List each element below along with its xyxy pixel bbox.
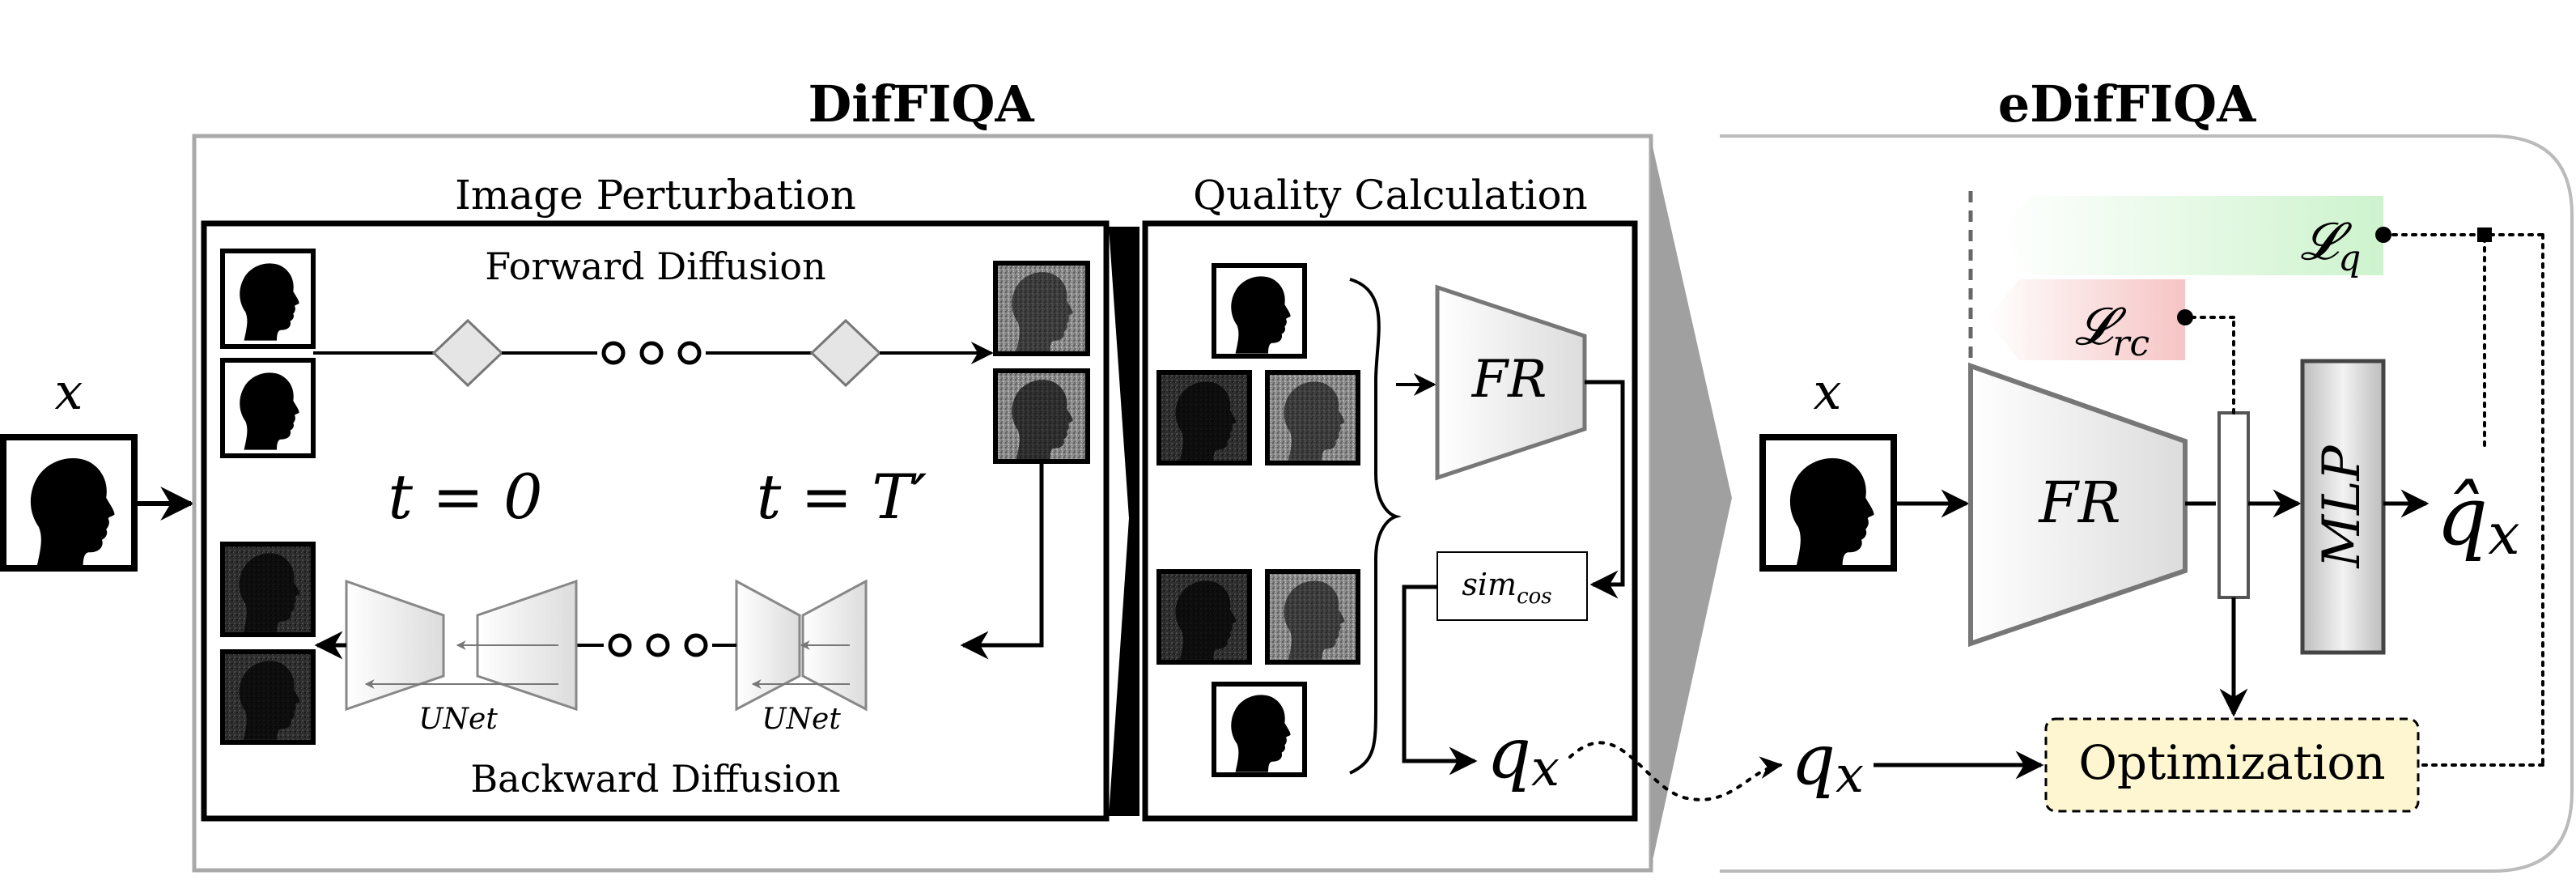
sim-label: sim bbox=[1462, 567, 1517, 602]
t-end-label: t = T′ bbox=[757, 461, 927, 533]
edif-input-image bbox=[1759, 434, 1897, 572]
noisy-face-1 bbox=[993, 261, 1090, 356]
image-perturbation-box bbox=[201, 220, 1110, 822]
lrc-loss-band bbox=[1987, 279, 2185, 360]
ellipsis-dot bbox=[646, 633, 670, 657]
qhat-subscript: x bbox=[2488, 501, 2519, 568]
noisy-face-2 bbox=[993, 368, 1090, 464]
edif-fr-model: FR bbox=[1968, 362, 2188, 648]
projection-funnel bbox=[1651, 139, 1732, 868]
svg-text:qx: qx bbox=[1791, 720, 1864, 804]
optimization-box: Optimization bbox=[2044, 717, 2420, 813]
sim-subscript: cos bbox=[1517, 585, 1552, 609]
lq-loss-band bbox=[1999, 196, 2383, 275]
edif-fr-label: FR bbox=[2037, 470, 2120, 536]
backward-path-arrow bbox=[960, 461, 1044, 660]
svg-text:simcos: simcos bbox=[1462, 567, 1551, 609]
quality-label-transfer-curve bbox=[1568, 741, 1783, 801]
qc-reconstructed-face-top bbox=[1156, 370, 1252, 466]
clean-face-1 bbox=[220, 249, 316, 349]
svg-text:q̂x: q̂x bbox=[2436, 469, 2520, 568]
difiqa-title: DifFIQA bbox=[808, 74, 1034, 134]
qc-qx-label: q bbox=[1487, 713, 1531, 794]
forward-diffusion-label: Forward Diffusion bbox=[485, 244, 825, 288]
edif-qx-label: q bbox=[1791, 720, 1835, 801]
ellipsis-dot bbox=[684, 633, 708, 657]
ellipsis-dot bbox=[601, 341, 626, 365]
edifiqa-frame bbox=[1720, 134, 2574, 873]
mlp-label: MLP bbox=[2312, 445, 2372, 569]
qc-clean-face-top bbox=[1212, 263, 1307, 359]
unet-label-2: UNet bbox=[762, 703, 841, 736]
edifiqa-title: eDifFIQA bbox=[1998, 74, 2256, 134]
optimization-label: Optimization bbox=[2078, 735, 2385, 790]
perturbation-to-quality-wedge bbox=[1109, 227, 1139, 816]
ellipsis-dot bbox=[608, 633, 632, 657]
sim-to-qx-arrow bbox=[1402, 585, 1478, 776]
ellipsis-dot bbox=[639, 341, 664, 365]
qhat-label: q̂ bbox=[2436, 469, 2488, 563]
quality-calculation-title: Quality Calculation bbox=[1193, 172, 1588, 219]
grouping-brace bbox=[1349, 278, 1402, 775]
unet-2: UNet bbox=[735, 579, 868, 736]
lrc-connector-dot bbox=[2177, 309, 2193, 325]
sim-cos-box: simcos bbox=[1437, 551, 1588, 621]
ellipsis-dot bbox=[677, 341, 702, 365]
reconstructed-face-2 bbox=[220, 649, 316, 745]
t-zero-label: t = 0 bbox=[388, 461, 543, 533]
qc-noisy-face-bottom bbox=[1265, 569, 1360, 665]
lq-subscript: q bbox=[2338, 238, 2361, 279]
image-perturbation-title: Image Perturbation bbox=[455, 172, 856, 219]
diffusion-step-diamond-1 bbox=[431, 318, 504, 388]
edif-x-label: x bbox=[1814, 362, 1842, 421]
unet-1: UNet bbox=[345, 579, 578, 736]
qc-fr-label: FR bbox=[1471, 350, 1547, 410]
input-image: x bbox=[0, 362, 138, 572]
qc-reconstructed-face-bottom bbox=[1156, 569, 1252, 665]
input-x-label: x bbox=[55, 362, 83, 421]
feature-vector bbox=[2217, 411, 2250, 599]
lrc-subscript: rc bbox=[2112, 323, 2149, 364]
diffusion-step-diamond-2 bbox=[809, 318, 882, 388]
qc-fr-model: FR bbox=[1435, 284, 1587, 481]
loss-junction bbox=[2477, 227, 2492, 242]
qc-clean-face-bottom bbox=[1212, 682, 1307, 777]
reconstructed-face-1 bbox=[220, 542, 316, 637]
backward-diffusion-label: Backward Diffusion bbox=[470, 757, 840, 801]
edif-qx-subscript: x bbox=[1835, 745, 1864, 804]
mlp-block: MLP bbox=[2300, 359, 2386, 655]
qc-noisy-face-top bbox=[1265, 370, 1360, 466]
clean-face-2 bbox=[220, 358, 316, 458]
unet-label-1: UNet bbox=[418, 703, 498, 736]
svg-text:qx: qx bbox=[1487, 713, 1560, 797]
fr-to-sim-arrow bbox=[1585, 380, 1625, 599]
qc-qx-subscript: x bbox=[1531, 738, 1560, 797]
